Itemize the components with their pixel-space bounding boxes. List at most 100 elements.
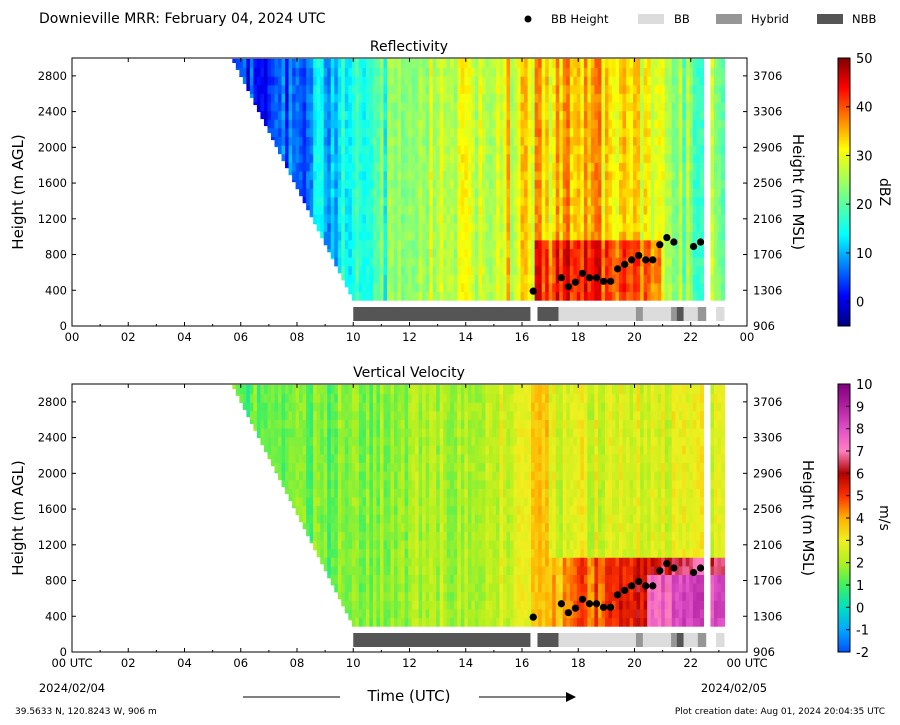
field-cell xyxy=(355,291,360,301)
field-cell xyxy=(562,93,567,103)
field-cell xyxy=(460,179,465,189)
field-cell xyxy=(344,58,349,69)
field-cell xyxy=(640,282,645,293)
field-cell xyxy=(720,101,726,112)
field-cell xyxy=(446,145,451,155)
field-cell xyxy=(422,600,427,610)
field-cell xyxy=(337,265,342,274)
field-cell xyxy=(411,162,416,172)
x-tick-label: 18 xyxy=(571,330,586,344)
field-cell xyxy=(246,58,251,69)
field-cell xyxy=(510,282,515,293)
field-cell xyxy=(682,196,687,206)
field-cell xyxy=(390,67,395,77)
field-cell xyxy=(436,548,441,558)
field-cell xyxy=(587,162,592,172)
field-cell xyxy=(657,282,662,293)
field-cell xyxy=(401,101,406,112)
field-cell xyxy=(341,410,346,420)
field-cell xyxy=(713,93,719,103)
field-cell xyxy=(654,274,659,284)
field-cell xyxy=(460,462,465,472)
field-cell xyxy=(446,583,451,593)
field-cell xyxy=(657,145,662,155)
field-cell xyxy=(559,248,564,258)
field-cell xyxy=(534,93,539,103)
field-cell xyxy=(387,188,392,198)
field-cell xyxy=(330,574,335,584)
field-cell xyxy=(439,514,444,524)
field-cell xyxy=(327,231,332,241)
field-cell xyxy=(492,196,497,206)
field-cell xyxy=(548,282,553,293)
field-cell xyxy=(460,67,465,77)
field-cell xyxy=(330,419,335,429)
field-cell xyxy=(278,145,283,155)
y2-tick-label: 2506 xyxy=(753,176,782,190)
field-cell xyxy=(485,110,490,120)
field-cell xyxy=(422,179,427,189)
field-cell xyxy=(699,153,705,163)
field-cell xyxy=(457,136,462,146)
field-cell xyxy=(615,196,620,206)
field-cell xyxy=(411,274,416,284)
field-cell xyxy=(394,496,399,507)
field-cell xyxy=(555,213,560,224)
field-cell xyxy=(562,282,567,293)
field-cell xyxy=(404,591,409,601)
field-cell xyxy=(720,196,726,206)
field-cell xyxy=(330,67,335,77)
field-cell xyxy=(415,583,420,593)
field-cell xyxy=(692,136,697,146)
field-cell xyxy=(330,384,335,395)
field-cell xyxy=(573,222,578,232)
field-cell xyxy=(713,110,719,120)
field-cell xyxy=(397,488,402,498)
field-cell xyxy=(285,410,290,420)
field-cell xyxy=(675,282,680,293)
field-cell xyxy=(541,248,546,258)
field-cell xyxy=(717,222,722,232)
field-cell xyxy=(619,119,624,129)
field-cell xyxy=(348,205,353,215)
field-cell xyxy=(446,257,451,267)
field-cell xyxy=(471,145,476,155)
field-cell xyxy=(443,222,448,232)
field-cell xyxy=(713,67,719,77)
field-cell xyxy=(643,179,648,189)
field-cell xyxy=(235,67,240,71)
field-cell xyxy=(506,274,511,284)
field-cell xyxy=(453,402,458,412)
field-cell xyxy=(678,153,683,163)
field-cell xyxy=(622,84,627,94)
field-cell xyxy=(436,488,441,498)
field-cell xyxy=(422,239,427,249)
field-cell xyxy=(692,58,697,69)
field-cell xyxy=(415,531,420,541)
field-cell xyxy=(587,291,592,301)
field-cell xyxy=(633,257,638,267)
field-cell xyxy=(422,505,427,515)
field-cell xyxy=(699,205,705,215)
field-cell xyxy=(453,282,458,293)
field-cell xyxy=(678,196,683,206)
field-cell xyxy=(594,93,599,103)
field-cell xyxy=(320,557,325,565)
field-cell xyxy=(288,101,293,112)
field-cell xyxy=(334,196,339,206)
field-cell xyxy=(559,222,564,232)
field-cell xyxy=(626,101,631,112)
field-cell xyxy=(387,522,392,532)
field-cell xyxy=(499,153,504,163)
field-cell xyxy=(263,402,269,412)
field-cell xyxy=(394,583,399,593)
x-tick-label: 08 xyxy=(290,330,305,344)
field-cell xyxy=(415,427,420,438)
field-cell xyxy=(401,58,406,69)
field-cell xyxy=(559,196,564,206)
field-cell xyxy=(580,110,585,120)
field-cell xyxy=(520,205,525,215)
field-cell xyxy=(365,136,371,146)
field-cell xyxy=(453,462,458,472)
field-cell xyxy=(362,282,367,293)
